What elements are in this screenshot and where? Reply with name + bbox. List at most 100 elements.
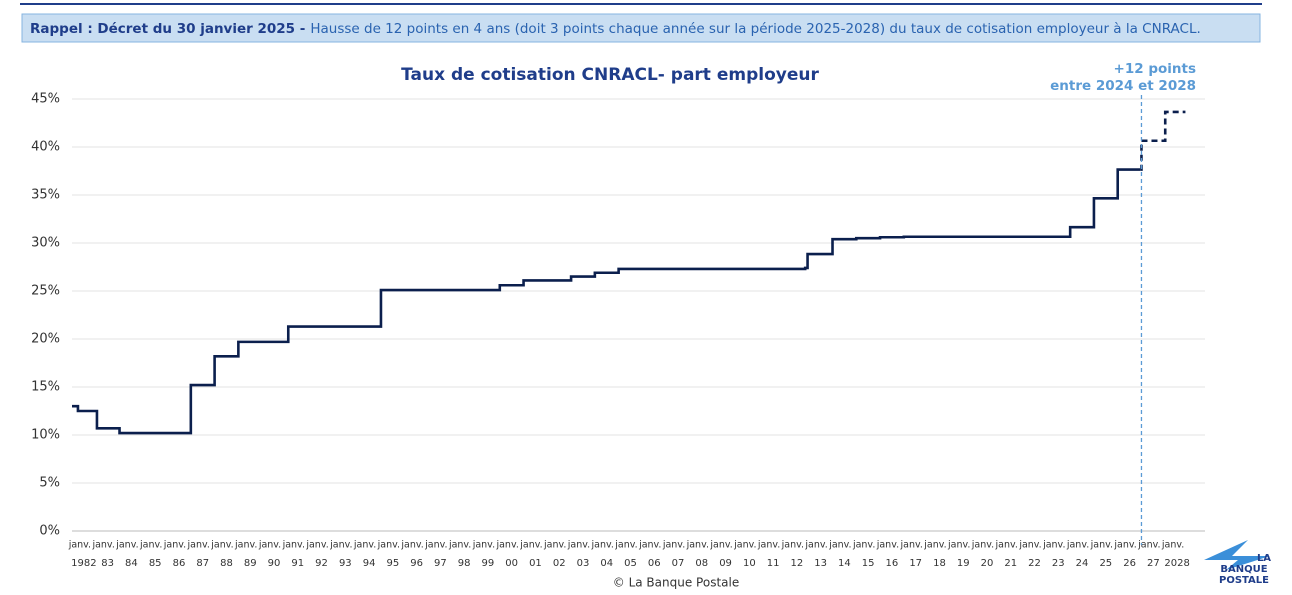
x-tick-label: 15 <box>862 558 875 569</box>
x-tick-prefix: janv. <box>495 540 518 551</box>
x-tick-label: 85 <box>149 558 162 569</box>
x-tick-label: 17 <box>909 558 922 569</box>
x-tick-prefix: janv. <box>709 540 732 551</box>
x-tick-prefix: janv. <box>68 540 91 551</box>
x-tick-prefix: janv. <box>923 540 946 551</box>
y-tick-label: 10% <box>31 428 60 443</box>
y-tick-label: 35% <box>31 188 60 203</box>
x-tick-label: 98 <box>458 558 471 569</box>
chart-title: Taux de cotisation CNRACL- part employeu… <box>401 65 819 85</box>
x-tick-label: 87 <box>196 558 209 569</box>
banner <box>21 13 1261 43</box>
x-tick-label: 01 <box>529 558 542 569</box>
x-tick-prefix: janv. <box>1137 540 1160 551</box>
x-tick-label: 26 <box>1123 558 1136 569</box>
x-tick-label: 1982 <box>71 558 96 569</box>
x-tick-prefix: janv. <box>210 540 233 551</box>
x-tick-label: 13 <box>814 558 827 569</box>
x-tick-label: 12 <box>790 558 803 569</box>
x-tick-label: 99 <box>482 558 495 569</box>
x-tick-label: 92 <box>315 558 328 569</box>
x-tick-label: 94 <box>363 558 376 569</box>
x-tick-label: 88 <box>220 558 233 569</box>
x-tick-prefix: janv. <box>139 540 162 551</box>
x-tick-prefix: janv. <box>852 540 875 551</box>
x-tick-label: 21 <box>1004 558 1017 569</box>
x-tick-prefix: janv. <box>971 540 994 551</box>
x-tick-prefix: janv. <box>1018 540 1041 551</box>
x-tick-prefix: janv. <box>472 540 495 551</box>
x-tick-prefix: janv. <box>163 540 186 551</box>
x-tick-prefix: janv. <box>686 540 709 551</box>
x-tick-prefix: janv. <box>1066 540 1089 551</box>
x-tick-prefix: janv. <box>448 540 471 551</box>
x-tick-prefix: janv. <box>1042 540 1065 551</box>
x-tick-prefix: janv. <box>899 540 922 551</box>
x-tick-label: 19 <box>957 558 970 569</box>
x-tick-prefix: janv. <box>828 540 851 551</box>
x-tick-prefix: janv. <box>187 540 210 551</box>
x-tick-label: 90 <box>268 558 281 569</box>
logo-text: BANQUE <box>1220 564 1267 575</box>
x-tick-label: 00 <box>505 558 518 569</box>
x-tick-label: 18 <box>933 558 946 569</box>
x-tick-prefix: janv. <box>115 540 138 551</box>
x-tick-label: 93 <box>339 558 352 569</box>
logo-icon <box>1204 540 1270 570</box>
source: © La Banque Postale <box>613 576 739 590</box>
x-tick-label: 04 <box>600 558 613 569</box>
x-tick-label: 86 <box>173 558 186 569</box>
x-tick-prefix: janv. <box>305 540 328 551</box>
x-tick-prefix: janv. <box>733 540 756 551</box>
x-tick-prefix: janv. <box>1161 540 1184 551</box>
x-tick-label: 08 <box>695 558 708 569</box>
x-tick-prefix: janv. <box>876 540 899 551</box>
x-tick-label: 27 <box>1147 558 1160 569</box>
x-tick-label: 22 <box>1028 558 1041 569</box>
x-tick-label: 02 <box>553 558 566 569</box>
banner-text: Rappel : Décret du 30 janvier 2025 - Haus… <box>30 21 1201 37</box>
x-tick-prefix: janv. <box>377 540 400 551</box>
x-tick-label: 16 <box>886 558 899 569</box>
x-tick-label: 84 <box>125 558 138 569</box>
x-tick-prefix: janv. <box>543 540 566 551</box>
step-line <box>1140 110 1186 171</box>
banner-bold: Rappel : Décret du 30 janvier 2025 - <box>30 21 305 37</box>
x-tick-label: 96 <box>410 558 423 569</box>
x-tick-prefix: janv. <box>1113 540 1136 551</box>
logo-text: LA <box>1257 553 1271 564</box>
x-tick-label: 24 <box>1076 558 1089 569</box>
y-tick-label: 25% <box>31 284 60 299</box>
x-tick-label: 25 <box>1099 558 1112 569</box>
x-tick-label: 06 <box>648 558 661 569</box>
x-tick-label: 07 <box>672 558 685 569</box>
y-tick-label: 30% <box>31 236 60 251</box>
x-tick-label: 20 <box>981 558 994 569</box>
x-tick-label: 05 <box>624 558 637 569</box>
x-tick-label: 23 <box>1052 558 1065 569</box>
x-tick-label: 14 <box>838 558 851 569</box>
step-line <box>72 168 1141 435</box>
x-tick-label: 2028 <box>1164 558 1189 569</box>
x-tick-prefix: janv. <box>282 540 305 551</box>
x-tick-label: 09 <box>719 558 732 569</box>
x-tick-prefix: janv. <box>519 540 542 551</box>
x-tick-label: 97 <box>434 558 447 569</box>
annotation-text: +12 points <box>1114 61 1196 77</box>
y-tick-label: 40% <box>31 140 60 155</box>
x-tick-label: 83 <box>101 558 114 569</box>
logo: LA BANQUE POSTALE <box>1204 540 1271 586</box>
x-tick-label: 10 <box>743 558 756 569</box>
x-tick-label: 03 <box>577 558 590 569</box>
x-tick-prefix: janv. <box>804 540 827 551</box>
y-tick-label: 15% <box>31 380 60 395</box>
x-tick-prefix: janv. <box>947 540 970 551</box>
x-tick-label: 11 <box>767 558 780 569</box>
x-tick-label: 89 <box>244 558 257 569</box>
x-tick-label: 95 <box>386 558 399 569</box>
x-tick-prefix: janv. <box>1090 540 1113 551</box>
x-tick-prefix: janv. <box>662 540 685 551</box>
annotation-text: entre 2024 et 2028 <box>1050 78 1196 94</box>
y-tick-label: 0% <box>39 524 60 539</box>
